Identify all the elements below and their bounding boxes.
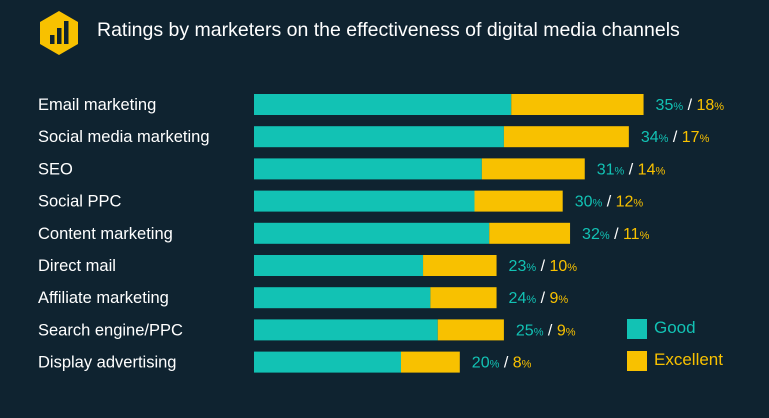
data-label: 35% / 18% (656, 97, 725, 114)
category-label: Social PPC (38, 193, 122, 211)
bar-excellent (430, 287, 497, 309)
category-label: Content marketing (38, 225, 173, 243)
data-label: 34% / 17% (641, 129, 710, 146)
data-label: 31% / 14% (597, 161, 666, 178)
legend-good-label: Good (654, 318, 696, 337)
category-label: Search engine/PPC (38, 321, 183, 339)
bar-excellent (511, 94, 644, 115)
bar-good (254, 319, 438, 341)
bar-excellent (423, 255, 497, 276)
chart-title: Ratings by marketers on the effectivenes… (97, 19, 680, 41)
data-label: 25% / 9% (516, 322, 576, 339)
category-label: Affiliate marketing (38, 289, 169, 307)
bar-excellent (489, 222, 571, 244)
category-label: Display advertising (38, 354, 176, 372)
legend-good-swatch (627, 319, 647, 339)
data-label: 32% / 11% (582, 226, 650, 243)
data-label: 20% / 8% (472, 355, 532, 372)
category-label: Social media marketing (38, 128, 210, 146)
category-label: Email marketing (38, 96, 156, 114)
data-label: 30% / 12% (575, 194, 644, 211)
bar-excellent (481, 158, 585, 180)
bar-good (254, 351, 401, 373)
bar-chart-icon (40, 11, 78, 55)
bar-excellent (474, 190, 563, 212)
category-label: Direct mail (38, 257, 116, 275)
bar-good (254, 255, 424, 276)
bar-good (254, 287, 431, 309)
bar-excellent (437, 319, 504, 341)
logo (36, 10, 82, 56)
legend-excellent-swatch (627, 351, 647, 371)
bar-excellent (503, 126, 629, 148)
legend-excellent-label: Excellent (654, 350, 723, 369)
bar-good (254, 222, 490, 244)
data-label: 24% / 9% (509, 290, 569, 307)
category-label: SEO (38, 160, 73, 178)
data-label: 23% / 10% (509, 258, 578, 275)
bar-good (254, 94, 512, 115)
bar-good (254, 190, 475, 212)
bar-good (254, 126, 504, 148)
bar-excellent (401, 351, 460, 373)
bar-good (254, 158, 482, 180)
